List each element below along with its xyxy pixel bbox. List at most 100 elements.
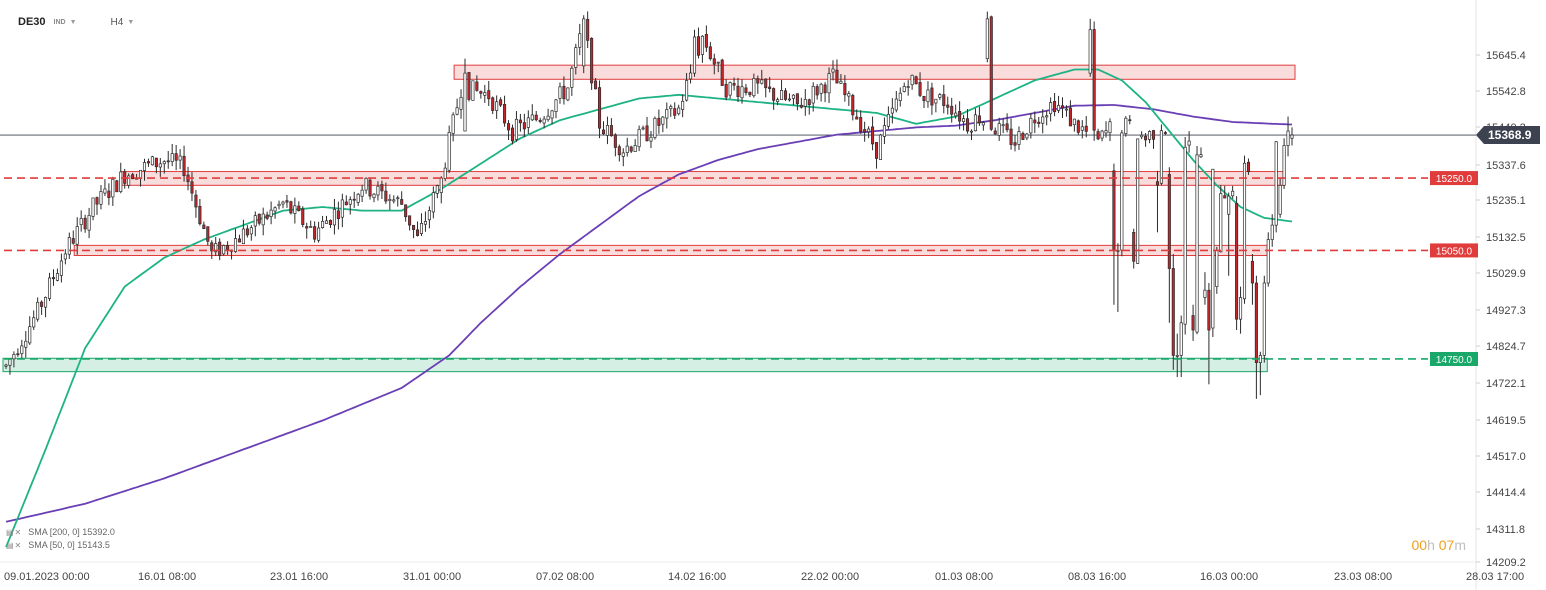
time-tick-label: 09.01.2023 00:00 bbox=[4, 571, 90, 583]
candle-body bbox=[962, 118, 966, 122]
candle-body bbox=[1250, 260, 1254, 284]
level-label[interactable]: 15050.0 bbox=[1436, 246, 1473, 257]
candle-body bbox=[1033, 119, 1037, 124]
price-tick-label: 15132.5 bbox=[1486, 232, 1526, 244]
candle-body bbox=[1262, 282, 1266, 356]
candle-body bbox=[803, 99, 807, 107]
legend-sma-200[interactable]: ▤✕ SMA [200, 0] 15392.0 bbox=[6, 527, 115, 537]
legend-sma-50[interactable]: ▤✕ SMA [50, 0] 15143.5 bbox=[6, 540, 110, 550]
candle-body bbox=[772, 88, 776, 101]
candle-body bbox=[665, 109, 669, 119]
candle-body bbox=[431, 192, 435, 213]
candle-body bbox=[273, 207, 277, 212]
candle-body bbox=[886, 114, 890, 127]
candle-body bbox=[1278, 184, 1282, 215]
candle-body bbox=[582, 18, 586, 67]
candle-body bbox=[459, 96, 463, 110]
symbol-type: IND bbox=[53, 18, 66, 26]
indicator-settings-icon[interactable]: ▤✕ bbox=[6, 540, 23, 550]
timeframe-selector[interactable]: H4 bbox=[110, 16, 124, 28]
candle-body bbox=[1211, 168, 1215, 329]
candle-body bbox=[839, 80, 843, 84]
symbol-name[interactable]: DE30 bbox=[18, 16, 46, 28]
candle-body bbox=[1072, 118, 1076, 126]
candle-body bbox=[1108, 121, 1112, 134]
candle-body bbox=[554, 99, 558, 112]
candle-body bbox=[139, 170, 143, 179]
candle-body bbox=[313, 226, 317, 240]
sma-200-layer bbox=[5, 104, 1293, 523]
candle-body bbox=[1207, 289, 1211, 331]
candle-body bbox=[158, 163, 162, 168]
candle-body bbox=[372, 193, 376, 199]
timeframe-dropdown-icon[interactable]: ▼ bbox=[127, 18, 135, 26]
level-label[interactable]: 14750.0 bbox=[1436, 355, 1473, 366]
price-tick-label: 14517.0 bbox=[1486, 451, 1526, 463]
candle-body bbox=[384, 190, 388, 202]
candle-body bbox=[237, 238, 241, 243]
candle-body bbox=[253, 215, 257, 227]
candle-body bbox=[1227, 195, 1231, 215]
candle-body bbox=[467, 72, 471, 100]
current-price-label: 15368.9 bbox=[1488, 128, 1532, 142]
candle-body bbox=[700, 35, 704, 55]
price-tick-label: 15235.1 bbox=[1486, 195, 1526, 207]
candle-body bbox=[641, 127, 645, 130]
candle-body bbox=[605, 125, 609, 136]
candle-body bbox=[269, 209, 273, 217]
candle-body bbox=[558, 86, 562, 99]
candle-body bbox=[609, 125, 613, 137]
candle-body bbox=[447, 132, 451, 171]
candle-body bbox=[503, 103, 507, 124]
candle-body bbox=[40, 301, 44, 307]
candle-body bbox=[1223, 195, 1227, 199]
candle-body bbox=[44, 297, 48, 308]
candle-body bbox=[364, 177, 368, 191]
candle-body bbox=[182, 155, 186, 177]
candle-body bbox=[1136, 138, 1140, 264]
candle-body bbox=[621, 152, 625, 157]
candle-body bbox=[1246, 161, 1251, 172]
level-label[interactable]: 15250.0 bbox=[1436, 174, 1473, 185]
candle-body bbox=[356, 193, 360, 203]
candle-body bbox=[380, 184, 384, 192]
price-tick-label: 14824.7 bbox=[1486, 341, 1526, 353]
candle-body bbox=[257, 213, 261, 224]
candle-body bbox=[934, 98, 938, 104]
levels[interactable]: 15250.0 15050.0 14750.0 bbox=[4, 171, 1478, 366]
candle-body bbox=[439, 177, 443, 193]
candle-body bbox=[404, 204, 408, 218]
candle-body bbox=[910, 74, 914, 86]
time-tick-label: 16.01 08:00 bbox=[138, 571, 196, 583]
candle-body bbox=[653, 117, 657, 138]
candle-body bbox=[63, 253, 67, 260]
candle-body bbox=[530, 114, 534, 121]
candle-body bbox=[423, 220, 427, 225]
candle-body bbox=[851, 95, 855, 116]
candle-body bbox=[36, 301, 40, 320]
price-tick-label: 14927.3 bbox=[1486, 305, 1526, 317]
level-label-box[interactable] bbox=[1430, 351, 1478, 366]
indicator-settings-icon[interactable]: ▤✕ bbox=[6, 527, 23, 537]
candle-body bbox=[127, 175, 131, 186]
time-tick-label: 23.03 08:00 bbox=[1334, 571, 1392, 583]
zones bbox=[2, 64, 1296, 373]
time-tick-label: 01.03 08:00 bbox=[935, 571, 993, 583]
candle-body bbox=[863, 129, 867, 133]
level-label-box[interactable] bbox=[1430, 243, 1478, 258]
candle-body bbox=[28, 326, 32, 344]
candle-body bbox=[142, 162, 147, 171]
candle-body bbox=[969, 130, 974, 133]
candle-body bbox=[744, 87, 748, 94]
candle-body bbox=[823, 84, 827, 94]
level-label-box[interactable] bbox=[1430, 171, 1478, 186]
candle-body bbox=[154, 157, 158, 168]
sma-50-line bbox=[5, 68, 1293, 548]
symbol-dropdown-icon[interactable]: ▼ bbox=[69, 18, 77, 26]
candle-body bbox=[625, 145, 629, 154]
candle-body bbox=[91, 197, 95, 217]
price-tick-label: 15337.6 bbox=[1486, 160, 1526, 172]
axes: 15645.415542.815440.215337.615235.115132… bbox=[4, 50, 1540, 583]
candle-body bbox=[578, 33, 582, 48]
